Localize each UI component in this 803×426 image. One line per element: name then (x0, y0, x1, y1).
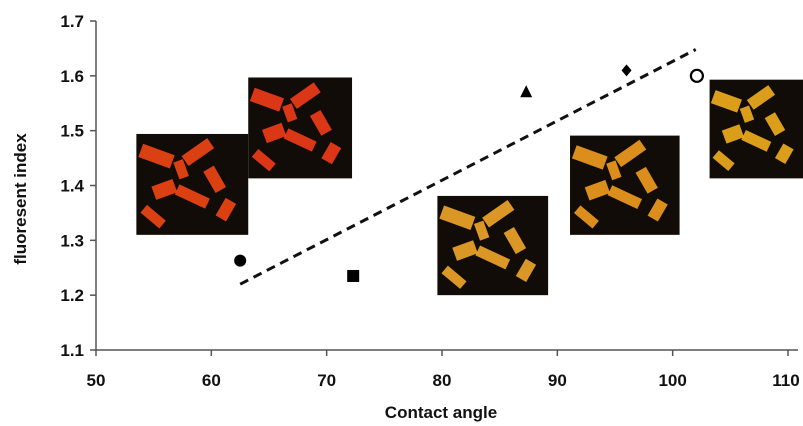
crystal-fragment (710, 90, 742, 113)
inset-micrograph-3 (437, 195, 549, 296)
x-tick-label: 50 (87, 371, 106, 390)
crystal-fragment (606, 160, 622, 181)
crystal-fragment (774, 143, 794, 164)
crystal-fragment (215, 197, 237, 222)
crystal-fragment (249, 87, 284, 112)
crystal-fragment (151, 178, 178, 200)
crystal-fragment (584, 179, 611, 201)
y-axis-title: fluoresent index (11, 133, 30, 265)
crystal-fragment (251, 149, 276, 172)
point-filled-triangle (520, 85, 533, 98)
crystal-fragment (282, 103, 298, 123)
crystal-fragment (181, 138, 215, 167)
crystal-fragment (721, 124, 745, 144)
inset-micrograph-4 (570, 135, 680, 235)
x-tick-labels: 50 60 70 80 90 100 110 (87, 350, 800, 390)
y-tick-label: 1.6 (60, 67, 84, 86)
y-tick-label: 1.2 (60, 286, 84, 305)
crystal-fragment (203, 165, 227, 194)
crystal-fragment (712, 150, 735, 171)
crystal-fragment (739, 105, 755, 123)
inset-micrograph-1 (136, 133, 249, 235)
inset-micrograph-5 (709, 79, 803, 179)
point-filled-circle (234, 254, 247, 267)
crystal-fragment (439, 205, 476, 230)
crystal-fragment (503, 227, 527, 255)
crystal-fragment (647, 198, 668, 222)
x-tick-label: 110 (772, 371, 799, 390)
y-tick-labels: 1.1 1.2 1.3 1.4 1.5 1.6 1.7 (60, 12, 96, 360)
crystal-fragment (764, 112, 786, 136)
inset-images (136, 77, 803, 296)
y-tick-label: 1.4 (60, 177, 84, 196)
point-filled-square (347, 269, 360, 282)
crystal-fragment (741, 130, 772, 152)
crystal-fragment (452, 240, 478, 261)
x-tick-label: 90 (548, 371, 567, 390)
point-open-circle (689, 68, 704, 83)
crystal-fragment (571, 145, 608, 170)
crystal-fragment (515, 258, 537, 282)
crystal-fragment (473, 220, 490, 241)
data-points (234, 64, 704, 282)
crystal-fragment (309, 109, 332, 136)
x-tick-label: 100 (658, 371, 686, 390)
crystal-fragment (614, 139, 647, 168)
crystal-fragment (173, 159, 189, 180)
trendline-group (239, 48, 697, 286)
crystal-fragment (635, 166, 658, 194)
crystal-fragment (262, 122, 287, 144)
y-tick-label: 1.5 (60, 122, 84, 141)
crystal-fragment (283, 128, 317, 152)
x-tick-label: 60 (202, 371, 221, 390)
crystal-fragment (746, 85, 776, 110)
crystal-fragment (574, 205, 599, 229)
crystal-fragment (138, 143, 175, 169)
point-filled-diamond (621, 64, 632, 77)
crystal-fragment (475, 245, 511, 270)
x-axis-title: Contact angle (385, 403, 497, 422)
y-tick-label: 1.1 (60, 341, 84, 360)
y-tick-label: 1.7 (60, 12, 84, 31)
crystal-fragment (140, 204, 166, 229)
x-tick-label: 80 (433, 371, 452, 390)
crystal-fragment (289, 82, 321, 109)
crystal-fragment (607, 185, 643, 210)
crystal-fragment (174, 184, 210, 209)
crystal-fragment (441, 265, 467, 289)
inset-micrograph-2 (248, 77, 353, 179)
y-tick-label: 1.3 (60, 231, 84, 250)
crystal-fragment (482, 200, 515, 228)
trendline (239, 48, 697, 286)
x-tick-label: 70 (317, 371, 336, 390)
crystal-fragment (321, 142, 342, 165)
